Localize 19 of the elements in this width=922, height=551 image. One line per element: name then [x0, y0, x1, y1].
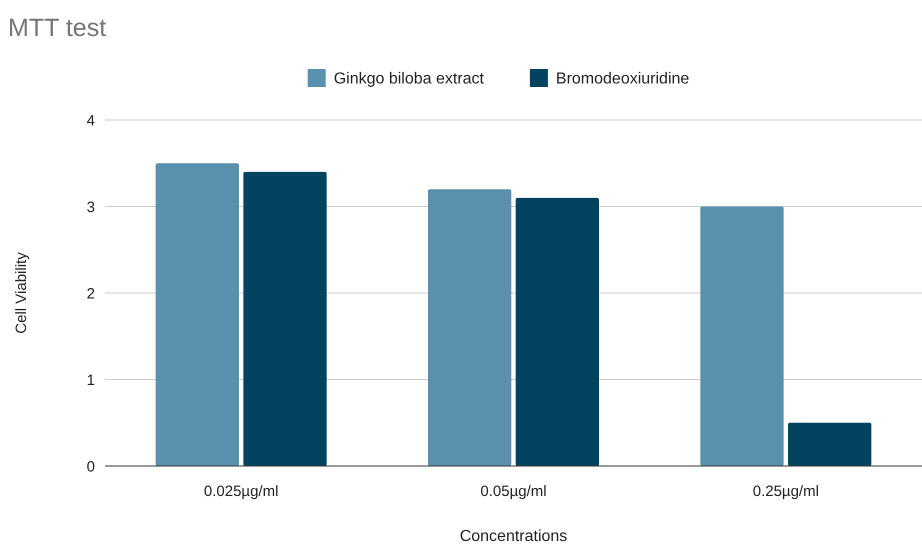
chart-title: MTT test [8, 14, 106, 42]
x-tick-label: 0.05µg/ml [480, 483, 547, 500]
bar [700, 206, 784, 466]
y-tick-label: 1 [86, 372, 95, 389]
bar [428, 189, 512, 466]
legend-label: Bromodeoxiuridine [556, 70, 690, 88]
bar [516, 198, 600, 466]
x-tick-label: 0.025µg/ml [204, 483, 278, 500]
y-tick-label: 2 [86, 285, 95, 302]
bar [156, 163, 239, 466]
y-tick-label: 0 [86, 458, 95, 476]
x-axis-title: Concentrations [460, 528, 568, 545]
bar [243, 172, 327, 466]
y-axis-title: Cell Viability [13, 252, 30, 334]
legend-label: Ginkgo biloba extract [334, 70, 485, 88]
y-tick-label: 4 [86, 112, 95, 130]
x-tick-label: 0.25µg/ml [752, 483, 819, 500]
bar [788, 422, 872, 466]
y-tick-label: 3 [86, 198, 95, 216]
